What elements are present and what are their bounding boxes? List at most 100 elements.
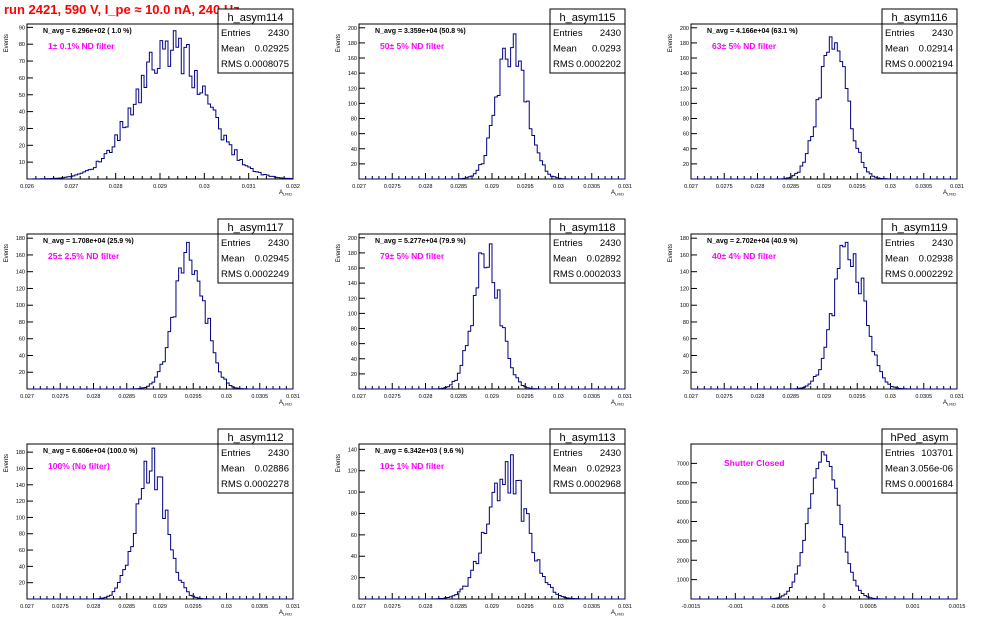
stats-key: RMS <box>553 479 574 490</box>
y-tick-label: 140 <box>16 270 25 276</box>
y-tick-label: 60 <box>19 76 25 82</box>
x-tick-label: 0.03 <box>553 604 564 610</box>
x-tick-label: 0.029 <box>153 184 167 190</box>
y-tick-label: 60 <box>683 132 689 138</box>
x-tick-label: 0.029 <box>817 184 831 190</box>
y-tick-label: 80 <box>19 320 25 326</box>
x-tick-label: 0.027 <box>20 604 34 610</box>
navg-label: N_avg = 1.708e+04 (25.9 %) <box>43 238 134 245</box>
stats-value: 0.02945 <box>255 254 289 265</box>
stats-key: Mean <box>553 464 577 475</box>
y-tick-label: 50 <box>19 93 25 99</box>
stats-box <box>217 218 294 284</box>
histogram-panel: 0.026 0.027 0.028 0.029 0.03 0.031 0.032 10 20 30… <box>4 8 300 197</box>
filter-label: 40± 4% ND filter <box>712 251 777 261</box>
x-tick-label: 0.029 <box>485 394 499 400</box>
y-tick-label: 80 <box>19 42 25 48</box>
x-tick-label: 0.0285 <box>450 394 467 400</box>
x-tick-label: 0.031 <box>618 184 632 190</box>
stats-box <box>217 428 294 494</box>
histogram-panel: 0.027 0.0275 0.028 0.0285 0.029 0.0295 0.03 0.0… <box>668 8 964 197</box>
histogram-name: h_asym117 <box>227 222 283 234</box>
stats-value: 0.0002033 <box>576 269 621 280</box>
y-tick-label: 30 <box>19 126 25 132</box>
x-tick-label: 0.029 <box>817 394 831 400</box>
x-tick-label: 0.028 <box>419 604 433 610</box>
y-tick-label: 180 <box>348 41 357 47</box>
x-tick-label: 0.001 <box>906 604 920 610</box>
y-tick-label: 160 <box>680 253 689 259</box>
y-tick-label: 20 <box>351 372 357 378</box>
y-tick-label: 40 <box>351 147 357 153</box>
x-axis-label: ALR/D <box>611 610 624 617</box>
y-tick-label: 1000 <box>677 578 689 584</box>
x-tick-label: 0.027 <box>64 184 78 190</box>
stats-key: Mean <box>885 464 909 475</box>
stats-key: Mean <box>221 464 245 475</box>
y-tick-label: 40 <box>683 353 689 359</box>
histogram-series <box>691 451 957 600</box>
y-tick-label: 60 <box>19 337 25 343</box>
x-tick-label: 0.026 <box>20 184 34 190</box>
x-tick-label: 0.031 <box>286 604 300 610</box>
x-tick-label: 0.027 <box>684 184 698 190</box>
y-tick-label: 4000 <box>677 520 689 526</box>
histogram-panel: 0.027 0.0275 0.028 0.0285 0.029 0.0295 0.03 0.0… <box>4 218 300 407</box>
stats-box <box>881 8 958 74</box>
stats-key: RMS <box>553 59 574 70</box>
y-tick-label: 120 <box>348 469 357 475</box>
x-tick-label: 0.0285 <box>118 604 135 610</box>
stats-value: 0.0002292 <box>908 269 953 280</box>
stats-value: 2430 <box>600 448 621 459</box>
y-axis-label: Events <box>336 454 342 472</box>
y-tick-label: 70 <box>19 59 25 65</box>
navg-label: N_avg = 3.359e+04 (50.8 %) <box>375 28 466 35</box>
x-tick-label: 0.029 <box>485 604 499 610</box>
navg-label: N_avg = 6.606e+04 (100.0 %) <box>43 448 138 455</box>
stats-box <box>881 428 958 494</box>
y-axis-label: Events <box>668 244 674 262</box>
x-tick-label: 0.029 <box>153 394 167 400</box>
x-tick-label: 0.0295 <box>517 394 534 400</box>
x-tick-label: 0.03 <box>885 394 896 400</box>
y-tick-label: 20 <box>19 143 25 149</box>
y-tick-label: 7000 <box>677 461 689 467</box>
x-tick-label: 0.0295 <box>185 394 202 400</box>
stats-box <box>881 218 958 284</box>
x-tick-label: 0.03 <box>553 394 564 400</box>
stats-key: Mean <box>553 44 577 55</box>
x-axis-label: ALR/D <box>279 400 292 407</box>
histogram-panel: 0.027 0.0275 0.028 0.0285 0.029 0.0295 0.03 0.0… <box>668 218 964 407</box>
stats-value: 0.02886 <box>255 464 289 475</box>
y-tick-label: 80 <box>683 117 689 123</box>
x-tick-label: 0.028 <box>751 394 765 400</box>
y-tick-label: 90 <box>19 25 25 31</box>
filter-label: 79± 5% ND filter <box>380 251 445 261</box>
x-tick-label: 0.0285 <box>450 184 467 190</box>
y-tick-label: 6000 <box>677 481 689 487</box>
y-tick-label: 20 <box>351 576 357 582</box>
x-tick-label: 0.028 <box>751 184 765 190</box>
x-tick-label: 0.027 <box>352 394 366 400</box>
y-tick-label: 180 <box>16 236 25 242</box>
x-tick-label: 0.0305 <box>583 394 600 400</box>
y-tick-label: 100 <box>348 490 357 496</box>
y-tick-label: 140 <box>680 270 689 276</box>
y-tick-label: 120 <box>348 296 357 302</box>
histogram-series <box>27 241 293 390</box>
histogram-series <box>691 241 957 390</box>
stats-box <box>549 8 626 74</box>
x-tick-label: 0.0295 <box>517 604 534 610</box>
filter-label: 50± 5% ND filter <box>380 41 445 51</box>
x-tick-label: 0.027 <box>20 394 34 400</box>
x-tick-label: 0.03 <box>885 184 896 190</box>
y-tick-label: 160 <box>680 56 689 62</box>
histogram-series <box>691 36 957 180</box>
y-tick-label: 100 <box>348 101 357 107</box>
y-tick-label: 200 <box>348 236 357 242</box>
x-tick-label: 0.031 <box>618 604 632 610</box>
y-tick-label: 160 <box>16 253 25 259</box>
stats-value: 2430 <box>932 28 953 39</box>
histogram-name: hPed_asym <box>890 432 948 444</box>
